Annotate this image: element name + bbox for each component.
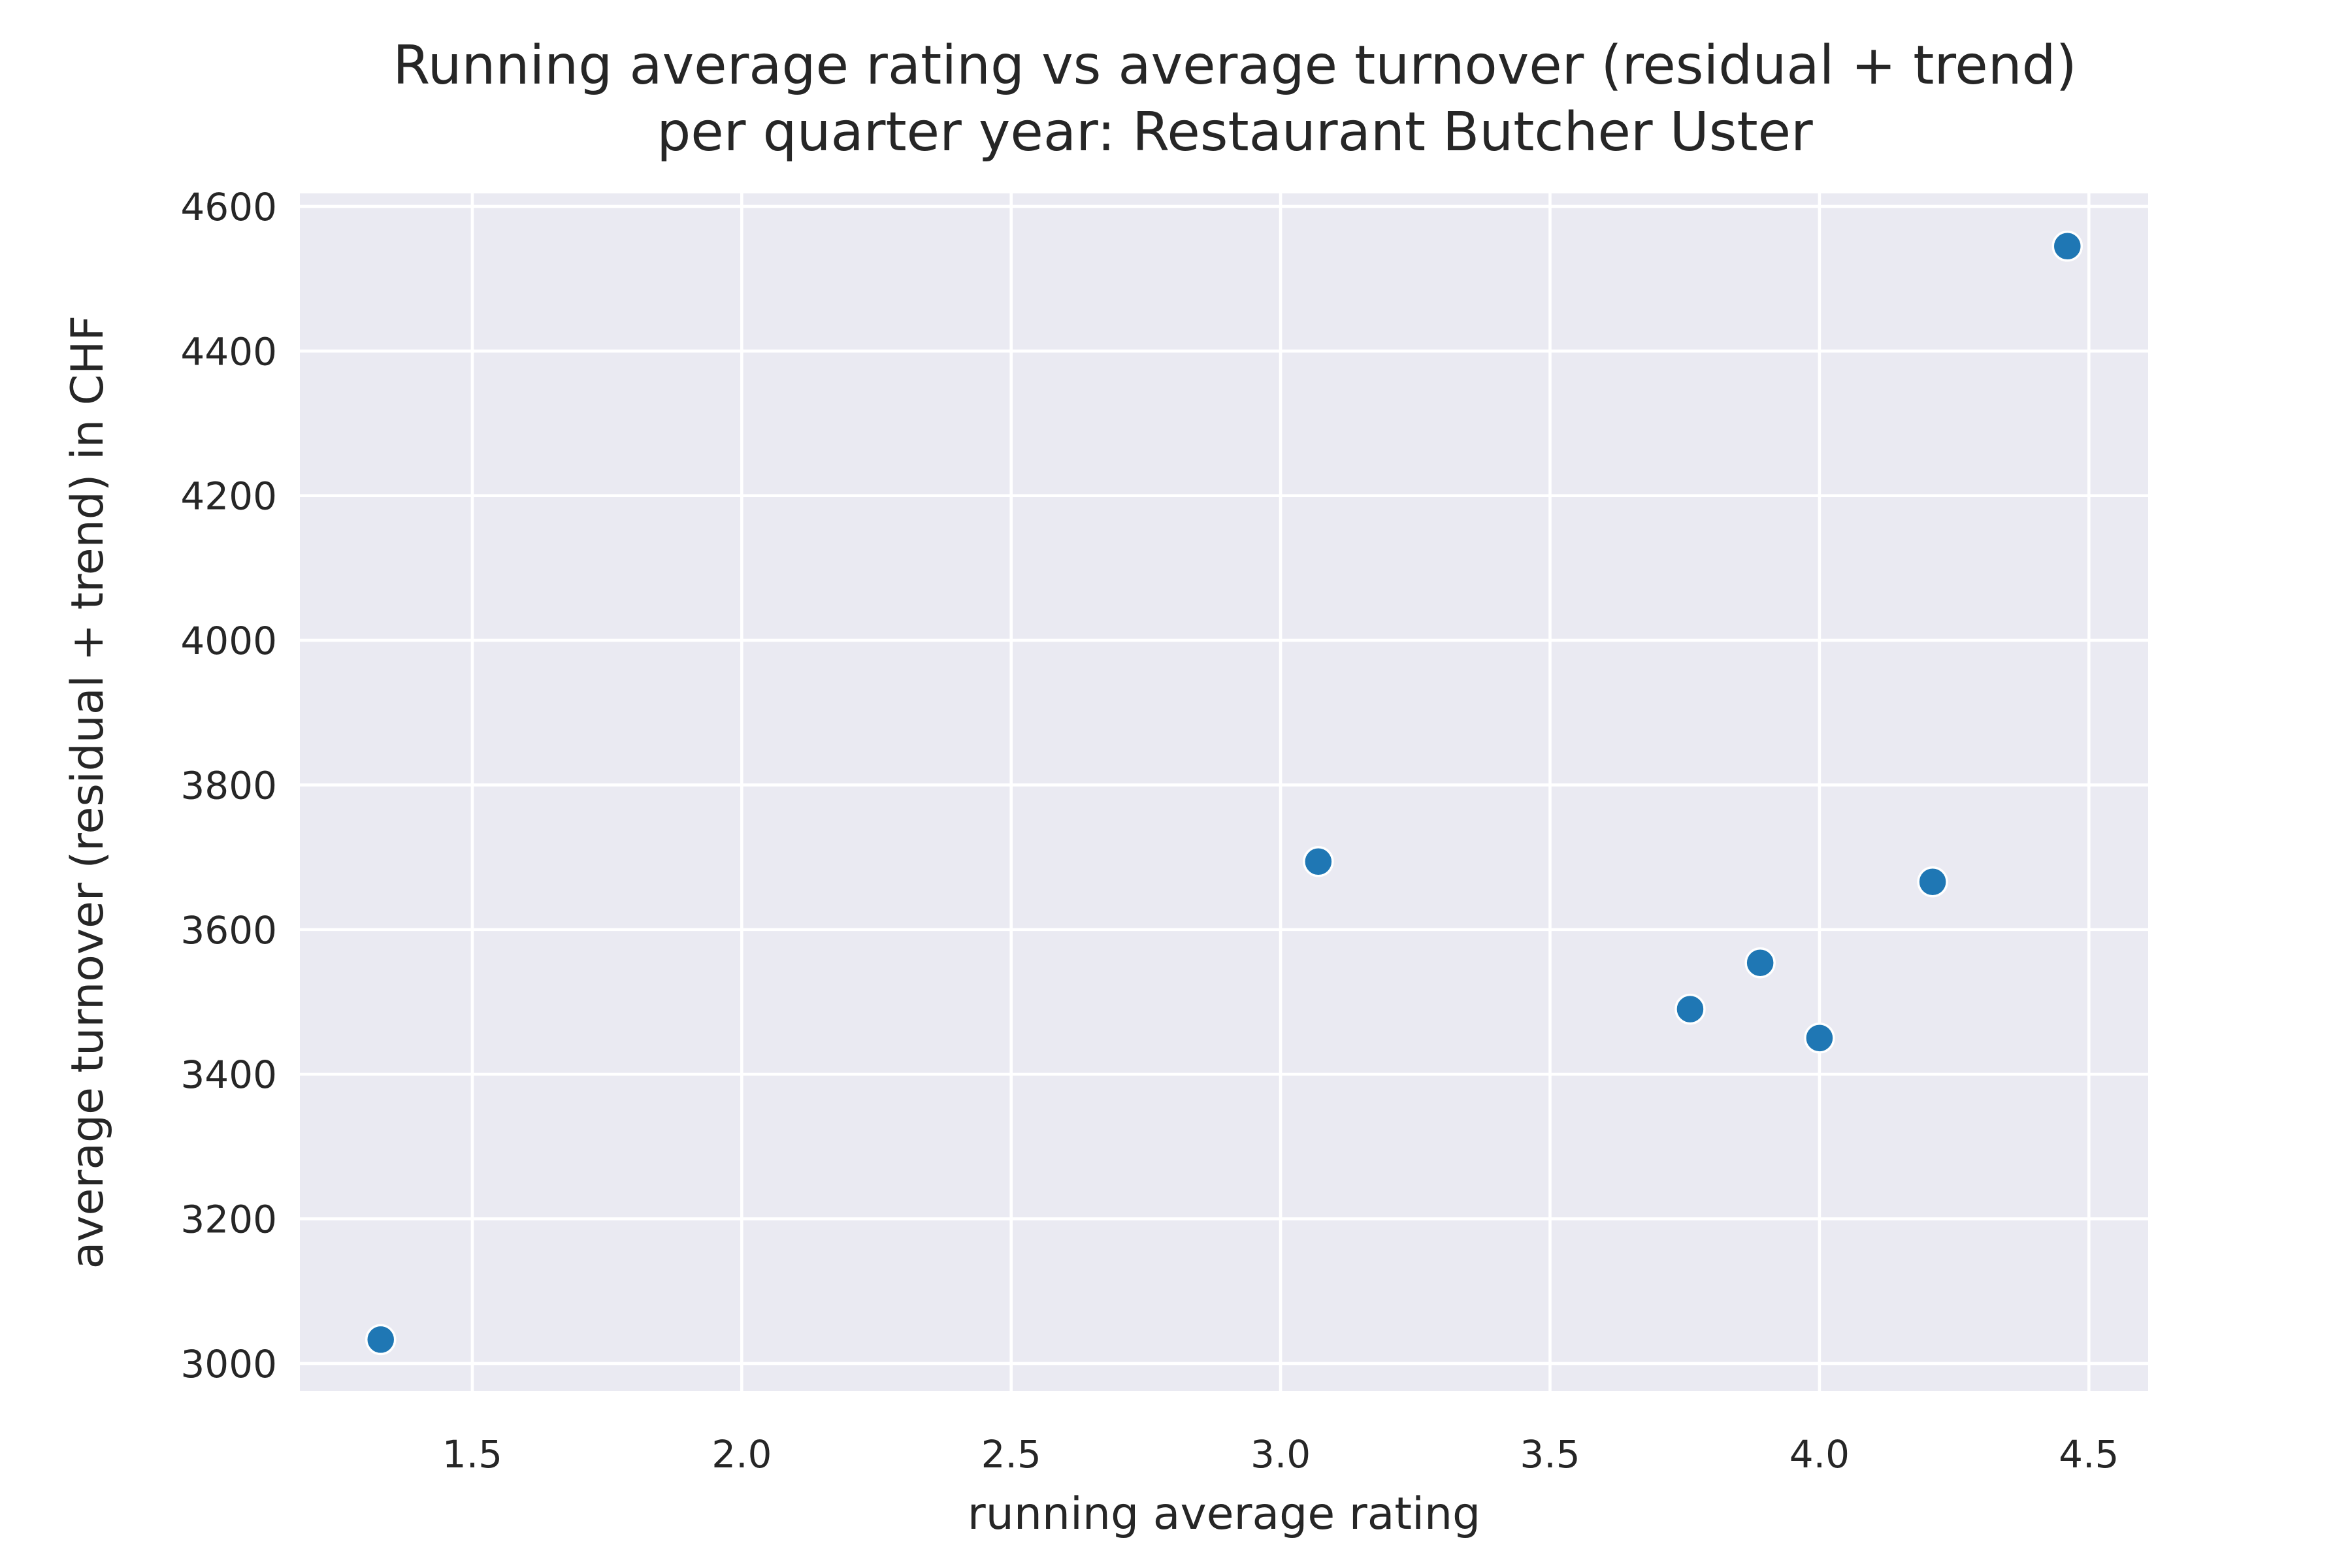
- x-axis-label: running average rating: [968, 1488, 1480, 1540]
- y-tick-label: 4400: [180, 329, 277, 374]
- x-tick-label: 2.5: [981, 1432, 1041, 1477]
- y-tick-label: 3800: [180, 763, 277, 808]
- y-tick-label: 4200: [180, 474, 277, 519]
- chart-title: Running average rating vs average turnov…: [393, 35, 2076, 97]
- plot-area: [300, 193, 2148, 1391]
- x-tick-label: 1.5: [442, 1432, 502, 1477]
- x-axis-ticks: 1.5 2.0 2.5 3.0 3.5 4.0 4.5: [442, 1432, 2119, 1477]
- data-points: [365, 231, 2083, 1356]
- data-point: [1303, 846, 1334, 877]
- y-axis-ticks: 3000 3200 3400 3600 3800 4000 4200 4400 4600: [180, 185, 277, 1386]
- data-point: [1674, 993, 1706, 1025]
- data-point: [1917, 866, 1948, 898]
- x-tick-label: 4.0: [1789, 1432, 1850, 1477]
- y-tick-label: 3200: [180, 1198, 277, 1242]
- y-tick-label: 4600: [180, 185, 277, 229]
- y-tick-label: 3000: [180, 1342, 277, 1386]
- y-tick-label: 3400: [180, 1053, 277, 1097]
- grid-lines: [300, 193, 2148, 1391]
- x-tick-label: 3.5: [1520, 1432, 1580, 1477]
- x-tick-label: 2.0: [711, 1432, 772, 1477]
- data-point: [1804, 1022, 1835, 1054]
- y-tick-label: 3600: [180, 908, 277, 953]
- y-tick-label: 4000: [180, 619, 277, 663]
- x-tick-label: 3.0: [1250, 1432, 1311, 1477]
- data-point: [365, 1324, 397, 1356]
- data-point: [1744, 947, 1776, 979]
- x-tick-label: 4.5: [2059, 1432, 2119, 1477]
- y-axis-label: average turnover (residual + trend) in C…: [62, 316, 114, 1269]
- data-point: [2051, 231, 2083, 262]
- chart-subtitle: per quarter year: Restaurant Butcher Ust…: [657, 101, 1813, 163]
